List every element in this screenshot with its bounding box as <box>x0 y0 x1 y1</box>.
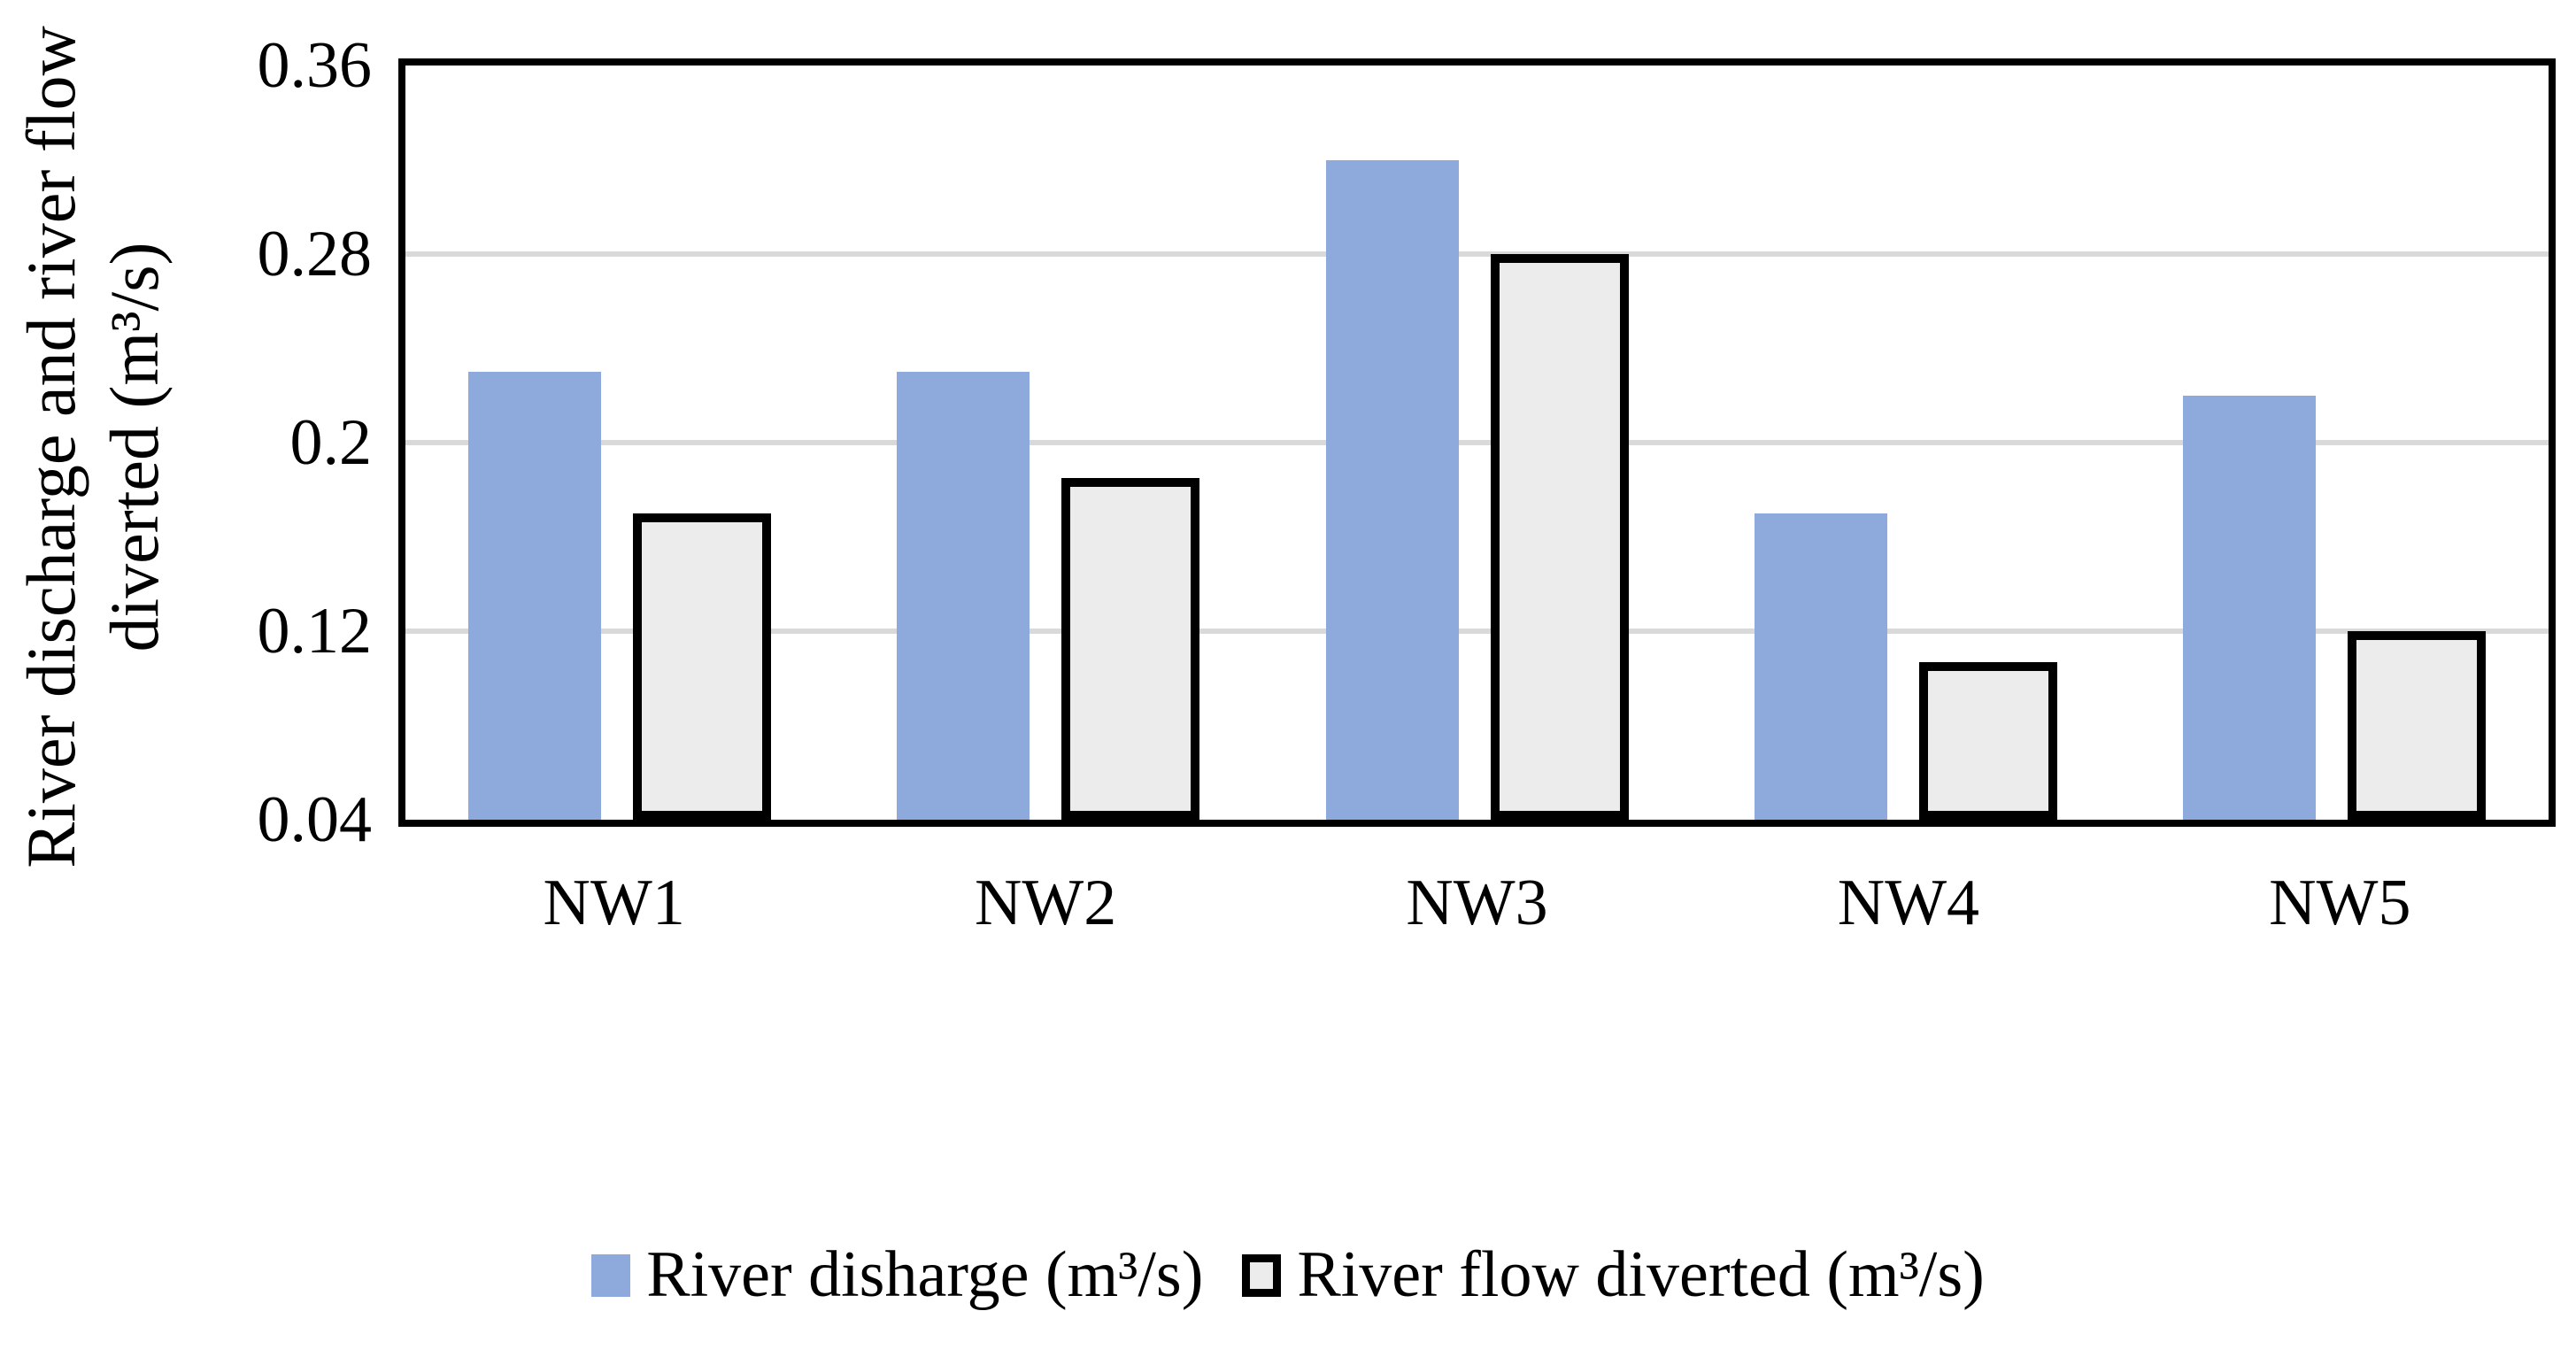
legend-label-river-disharge: River disharge (m³/s) <box>646 1238 1204 1311</box>
legend-swatch-river-flow-diverted <box>1242 1253 1282 1297</box>
x-label-nw1: NW1 <box>543 867 685 939</box>
bar-group-nw2 <box>834 66 1262 820</box>
y-tick-0-2: 0.2 <box>289 406 373 479</box>
legend-swatch-river-disharge <box>591 1253 631 1297</box>
bar-nw5-series1 <box>2347 631 2486 820</box>
gridline-0-12 <box>405 629 2549 634</box>
bar-nw4-series1 <box>1918 661 2057 820</box>
x-label-nw3: NW3 <box>1406 867 1548 939</box>
bar-nw3-series1 <box>1490 254 1629 820</box>
legend-label-river-flow-diverted: River flow diverted (m³/s) <box>1297 1238 1985 1311</box>
bar-nw5-series0 <box>2182 395 2316 820</box>
bar-group-nw4 <box>1692 66 2120 820</box>
bar-nw4-series0 <box>1754 513 1887 820</box>
bar-group-nw3 <box>1262 66 1691 820</box>
gridline-0-20 <box>405 440 2549 445</box>
bar-nw1-series0 <box>468 372 602 820</box>
y-tick-0-28: 0.28 <box>257 218 373 290</box>
x-label-nw5: NW5 <box>2269 867 2411 939</box>
bar-group-nw5 <box>2120 66 2549 820</box>
plot-area <box>398 58 2556 827</box>
x-label-nw4: NW4 <box>1837 867 1980 939</box>
legend: River disharge (m³/s) River flow diverte… <box>0 1238 2576 1313</box>
x-label-nw2: NW2 <box>974 867 1117 939</box>
bar-nw3-series0 <box>1325 159 1459 820</box>
bar-nw2-series0 <box>897 372 1030 820</box>
bars-area <box>405 66 2549 820</box>
bar-nw1-series1 <box>633 513 772 820</box>
bar-group-nw1 <box>405 66 834 820</box>
y-tick-0-36: 0.36 <box>257 29 373 102</box>
gridline-0-28 <box>405 251 2549 257</box>
bar-nw2-series1 <box>1061 477 1200 820</box>
y-tick-0-04: 0.04 <box>257 783 373 856</box>
y-tick-0-12: 0.12 <box>257 595 373 667</box>
x-axis-labels: NW1 NW2 NW3 NW4 NW5 <box>398 863 2556 943</box>
